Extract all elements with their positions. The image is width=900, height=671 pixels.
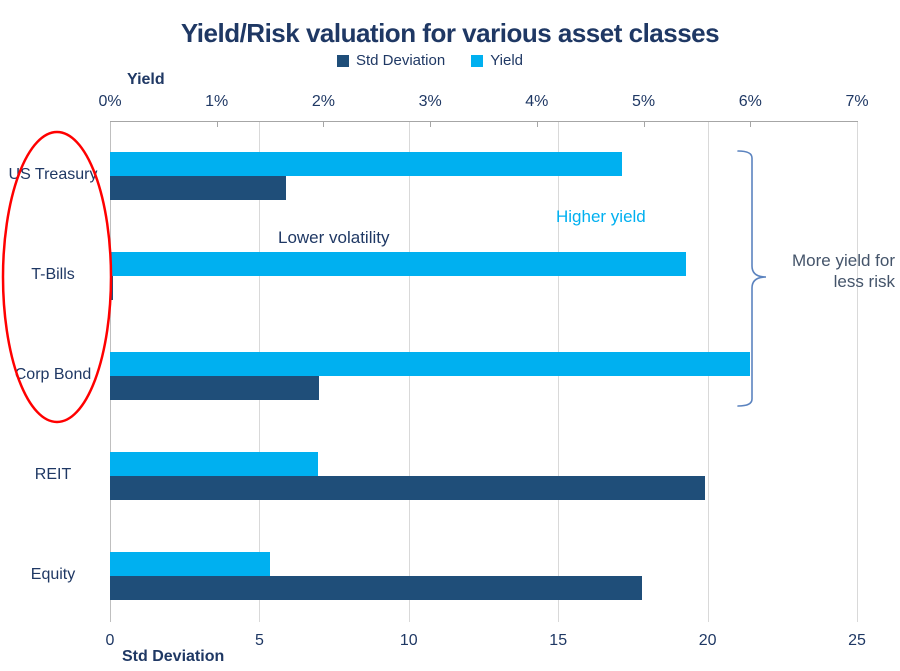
annotation-more-yield-less-risk: More yield for less risk — [792, 251, 895, 291]
top-axis-tick-label: 2% — [311, 93, 335, 110]
bar-yield-corp-bond — [110, 352, 751, 376]
bar-std-deviation-us-treasury — [110, 176, 287, 200]
bar-yield-equity — [110, 552, 271, 576]
bottom-axis-tick-label: 5 — [254, 632, 264, 649]
bar-std-deviation-reit — [110, 476, 705, 500]
annotation-higher-yield: Higher yield — [556, 207, 646, 226]
bottom-axis-tick-label: 10 — [399, 632, 418, 649]
top-axis-tick-label: 5% — [632, 93, 656, 110]
chart-title: Yield/Risk valuation for various asset c… — [180, 18, 720, 48]
bottom-axis-title: Std Deviation — [122, 648, 225, 665]
top-axis-tick-mark — [643, 121, 645, 127]
top-axis-tick-mark — [216, 121, 218, 127]
top-axis-tick-label: 6% — [738, 93, 762, 110]
top-axis-tick-label: 1% — [205, 93, 229, 110]
vertical-gridline — [857, 122, 858, 622]
chart-legend: Std Deviation Yield — [0, 52, 860, 69]
plot-area — [110, 122, 858, 622]
legend-label: Std Deviation — [355, 52, 446, 69]
category-label-equity: Equity — [30, 566, 76, 584]
top-axis-tick-mark — [430, 121, 432, 127]
bar-yield-t-bills — [110, 252, 687, 276]
top-axis-tick-mark — [536, 121, 538, 127]
legend-item-0: Std Deviation — [336, 52, 446, 69]
legend-swatch-icon — [471, 54, 484, 67]
top-axis-tick-mark — [750, 121, 752, 127]
bottom-axis-tick-label: 25 — [848, 632, 866, 649]
bar-std-deviation-corp-bond — [110, 376, 320, 400]
top-axis-title: Yield — [127, 71, 165, 88]
bar-yield-reit — [110, 452, 319, 476]
bottom-axis-tick-label: 15 — [549, 632, 568, 649]
top-axis-tick-label: 7% — [845, 93, 869, 110]
legend-swatch-icon — [336, 54, 349, 67]
bottom-axis-tick-label: 0 — [105, 632, 115, 649]
top-axis-tick-mark — [323, 121, 325, 127]
bar-std-deviation-t-bills — [110, 276, 113, 300]
top-axis-tick-label: 3% — [418, 93, 442, 110]
category-label-t-bills: T-Bills — [31, 266, 75, 284]
top-axis-tick-label: 4% — [525, 93, 549, 110]
bar-yield-us-treasury — [110, 152, 623, 176]
category-label-corp-bond: Corp Bond — [14, 366, 92, 384]
top-axis-tick-label: 0% — [98, 93, 122, 110]
bottom-axis-tick-label: 20 — [698, 632, 717, 649]
bar-std-deviation-equity — [110, 576, 642, 600]
category-label-us-treasury: US Treasury — [8, 166, 98, 184]
annotation-lower-volatility: Lower volatility — [278, 228, 390, 247]
legend-item-1: Yield — [471, 52, 523, 69]
legend-label: Yield — [490, 52, 524, 69]
top-axis-line — [110, 121, 858, 122]
category-label-reit: REIT — [34, 466, 72, 484]
